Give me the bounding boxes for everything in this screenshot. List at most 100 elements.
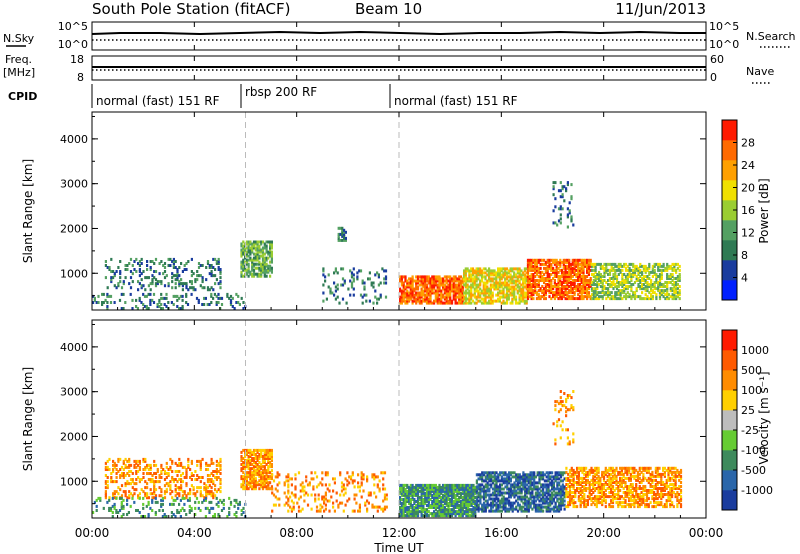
data-cell <box>505 283 509 287</box>
data-cell <box>322 269 325 273</box>
data-cell <box>242 244 245 248</box>
data-cell <box>260 471 263 475</box>
data-cell <box>104 468 107 471</box>
data-cell <box>522 505 525 509</box>
data-cell <box>122 292 125 296</box>
data-cell <box>515 475 518 479</box>
data-cell <box>525 483 529 487</box>
data-cell <box>445 281 448 285</box>
data-cell <box>143 305 147 308</box>
data-cell <box>532 279 535 282</box>
data-cell <box>624 295 628 299</box>
data-cell <box>513 481 516 485</box>
data-cell <box>555 275 558 278</box>
data-cell <box>526 287 530 291</box>
data-cell <box>468 289 471 293</box>
data-cell <box>383 471 387 475</box>
data-cell <box>219 480 222 484</box>
data-cell <box>126 268 129 271</box>
data-cell <box>520 297 523 301</box>
data-cell <box>518 295 521 299</box>
data-cell <box>502 299 505 303</box>
data-cell <box>526 297 530 301</box>
data-cell <box>651 291 654 295</box>
data-cell <box>187 465 190 469</box>
data-cell <box>648 283 651 286</box>
data-cell <box>251 272 254 276</box>
data-cell <box>169 468 172 471</box>
data-cell <box>377 283 380 287</box>
data-cell <box>137 463 140 467</box>
data-cell <box>208 511 211 514</box>
data-cell <box>502 499 505 503</box>
data-cell <box>533 503 536 507</box>
data-cell <box>147 276 150 280</box>
data-cell <box>416 281 420 285</box>
data-cell <box>219 276 222 280</box>
data-cell <box>135 509 138 512</box>
data-cell <box>408 297 411 301</box>
data-cell <box>612 266 615 270</box>
data-cell <box>436 485 439 489</box>
data-cell <box>522 285 525 289</box>
data-cell <box>525 275 528 279</box>
data-cell <box>400 483 403 487</box>
data-cell <box>188 509 191 512</box>
cpid-segment-3: normal (fast) 151 RF <box>394 94 518 108</box>
data-cell <box>633 268 637 272</box>
data-cell <box>142 292 145 296</box>
data-cell <box>261 457 265 460</box>
data-cell <box>516 497 520 501</box>
data-cell <box>513 485 516 489</box>
data-cell <box>425 504 429 507</box>
data-cell <box>568 268 571 272</box>
data-cell <box>648 285 651 288</box>
data-cell <box>577 262 580 266</box>
data-cell <box>463 273 466 277</box>
data-cell <box>219 468 222 471</box>
data-cell <box>533 499 536 503</box>
data-cell <box>525 293 528 297</box>
data-cell <box>254 485 257 489</box>
data-cell <box>544 270 547 274</box>
data-cell <box>422 489 425 493</box>
data-cell <box>535 279 539 282</box>
data-cell <box>383 277 386 281</box>
data-cell <box>490 507 493 511</box>
data-cell <box>465 504 468 507</box>
data-cell <box>449 279 452 283</box>
data-cell <box>399 297 402 301</box>
data-cell <box>119 474 122 477</box>
data-cell <box>580 293 583 297</box>
data-cell <box>269 250 272 254</box>
data-cell <box>399 299 402 303</box>
data-cell <box>287 473 290 477</box>
data-cell <box>422 291 425 295</box>
data-cell <box>630 268 633 272</box>
data-cell <box>124 463 127 467</box>
data-cell <box>449 502 452 505</box>
data-cell <box>149 282 152 286</box>
data-cell <box>172 513 175 516</box>
data-cell <box>511 483 514 487</box>
data-cell <box>276 483 279 487</box>
data-cell <box>256 240 259 244</box>
data-cell <box>484 493 487 497</box>
data-cell <box>167 468 170 471</box>
data-cell <box>256 463 259 466</box>
data-cell <box>163 490 167 494</box>
data-cell <box>413 498 416 501</box>
data-cell <box>470 277 473 281</box>
data-cell <box>495 487 498 491</box>
data-cell <box>312 477 315 481</box>
data-cell <box>240 296 243 300</box>
data-cell <box>526 264 530 268</box>
data-cell <box>260 254 263 258</box>
data-cell <box>181 506 184 510</box>
data-cell <box>427 498 430 501</box>
data-cell <box>508 491 511 495</box>
data-cell <box>537 293 540 297</box>
data-cell <box>676 275 679 278</box>
data-cell <box>666 297 669 301</box>
data-cell <box>669 281 672 284</box>
